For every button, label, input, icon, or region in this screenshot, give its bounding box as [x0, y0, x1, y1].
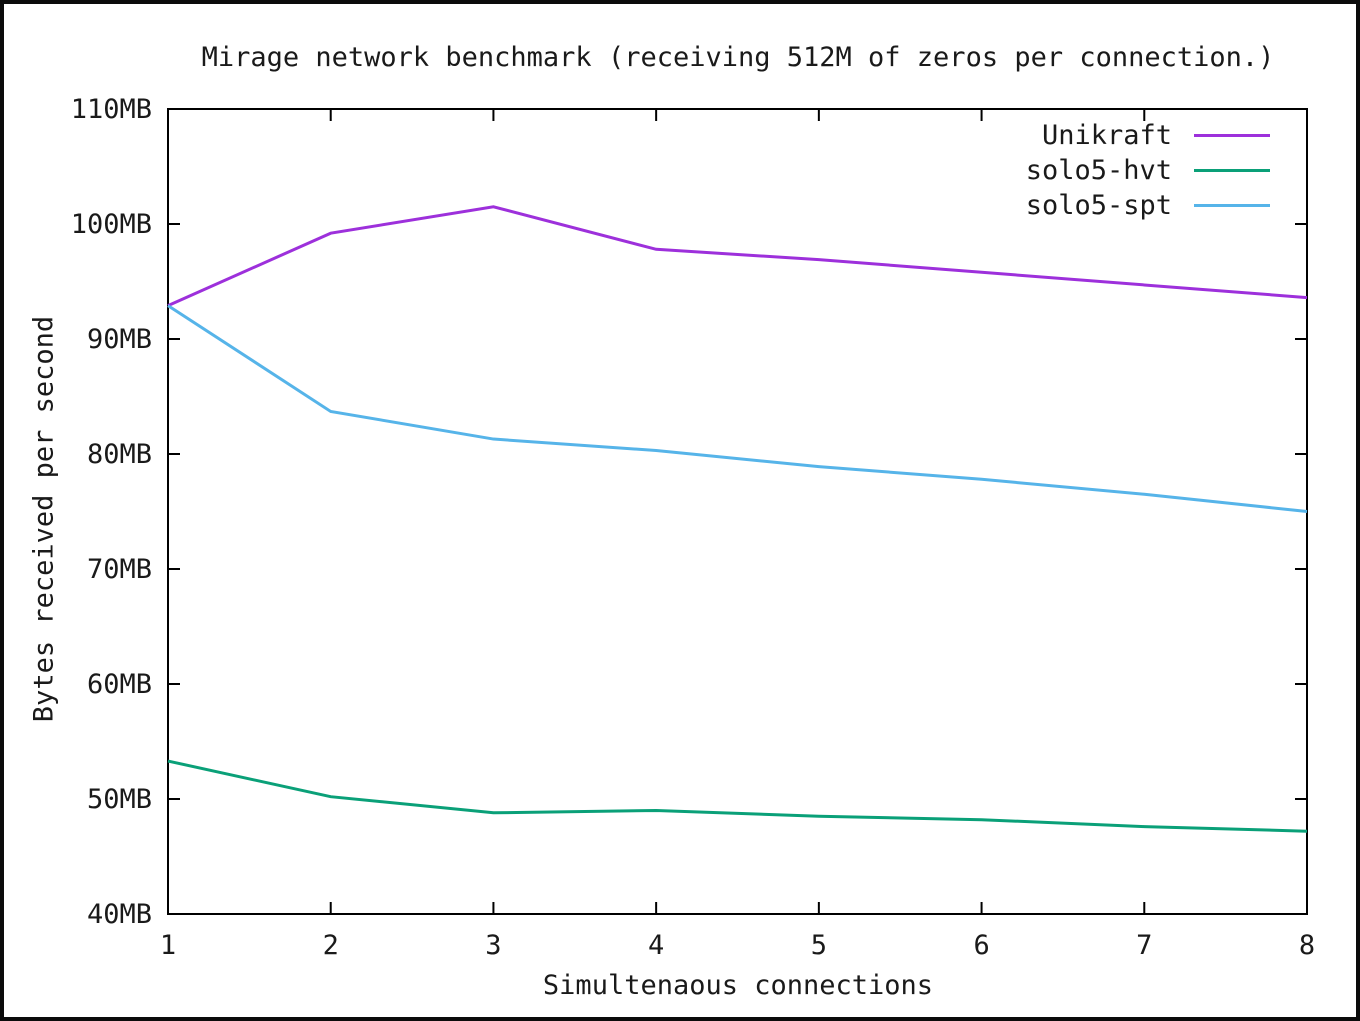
legend-label: solo5-spt: [1025, 190, 1172, 221]
y-tick-label: 70MB: [87, 554, 152, 585]
legend-item-solo5-hvt: solo5-hvt: [1026, 153, 1270, 188]
y-tick-label: 110MB: [71, 94, 152, 125]
x-tick-label: 5: [811, 930, 827, 961]
legend-label: Unikraft: [1041, 120, 1172, 151]
x-axis-label: Simultenaous connections: [542, 970, 934, 1001]
legend: Unikraft solo5-hvt solo5-spt: [1026, 118, 1270, 223]
legend-line-sample: [1194, 134, 1270, 137]
x-tick-label: 3: [485, 930, 501, 961]
series-line-solo5-hvt: [167, 759, 1308, 833]
legend-item-unikraft: Unikraft: [1026, 118, 1270, 153]
y-tick-label: 80MB: [87, 439, 152, 470]
y-tick-label: 90MB: [87, 324, 152, 355]
legend-item-solo5-spt: solo5-spt: [1026, 188, 1270, 223]
y-tick-label: 40MB: [87, 899, 152, 930]
plot-area: 40MB 50MB 60MB 70MB 80MB 90MB 100MB 110MB 1 2 3 4 5 6…: [71, 94, 1315, 961]
series-line-solo5-spt: [167, 304, 1308, 513]
x-tick-label: 4: [648, 930, 664, 961]
legend-line-sample: [1194, 169, 1270, 172]
x-tick-label: 8: [1299, 930, 1315, 961]
legend-label: solo5-hvt: [1025, 155, 1172, 186]
legend-line-sample: [1194, 204, 1270, 207]
x-tick-label: 7: [1136, 930, 1152, 961]
y-tick-label: 100MB: [71, 209, 152, 240]
x-tick-label: 1: [160, 930, 176, 961]
y-tick-label: 50MB: [87, 784, 152, 815]
x-tick-label: 6: [973, 930, 989, 961]
x-tick-label: 2: [323, 930, 339, 961]
plot-border: [167, 108, 1308, 915]
y-tick-label: 60MB: [87, 669, 152, 700]
series-line-unikraft: [167, 205, 1308, 308]
chart-title: Mirage network benchmark (receiving 512M…: [201, 42, 1275, 73]
